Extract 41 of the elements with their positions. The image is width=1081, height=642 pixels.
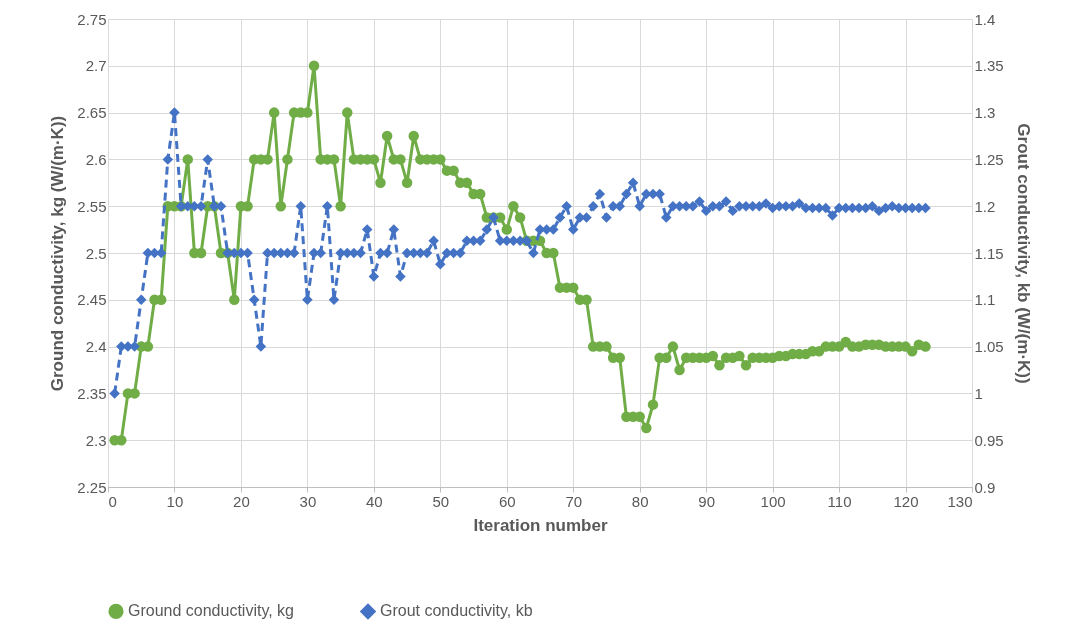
x-tick-label: 50 bbox=[432, 492, 450, 510]
legend-label: Grout conductivity, kb bbox=[380, 602, 533, 620]
y2-tick-label: 1 bbox=[974, 384, 983, 402]
y-tick-label: 2.25 bbox=[77, 478, 107, 496]
y2-tick-label: 1.3 bbox=[974, 104, 996, 122]
y-tick-label: 2.4 bbox=[85, 338, 107, 356]
y2-tick-label: 1.35 bbox=[974, 57, 1004, 75]
y-tick-label: 2.7 bbox=[85, 57, 107, 75]
x-tick-label: 100 bbox=[760, 492, 786, 510]
x-tick-label: 90 bbox=[698, 492, 715, 510]
y2-tick-label: 0.95 bbox=[974, 431, 1004, 449]
x-tick-label: 20 bbox=[233, 492, 250, 510]
x-axis-title: Iteration number bbox=[473, 515, 608, 535]
x-tick-label: 40 bbox=[366, 492, 383, 510]
y2-tick-label: 1.25 bbox=[974, 150, 1004, 168]
y2-axis-title: Grout conductivity, kb (W/(m·K)) bbox=[1013, 123, 1033, 384]
x-tick-label: 30 bbox=[299, 492, 317, 510]
x-tick-label: 0 bbox=[108, 492, 117, 510]
x-tick-label: 120 bbox=[893, 492, 919, 510]
y-tick-label: 2.75 bbox=[77, 10, 107, 28]
y2-tick-label: 1.2 bbox=[974, 197, 996, 215]
y-axis-title: Ground conductivity, kg (W/(m·K)) bbox=[48, 115, 68, 392]
y-tick-label: 2.45 bbox=[77, 291, 107, 309]
x-tick-label: 10 bbox=[166, 492, 184, 510]
x-tick-label: 60 bbox=[498, 492, 516, 510]
y-tick-label: 2.55 bbox=[77, 197, 107, 215]
legend-label: Ground conductivity, kg bbox=[128, 602, 295, 620]
y-tick-label: 2.6 bbox=[85, 150, 107, 168]
y-tick-label: 2.65 bbox=[77, 104, 107, 122]
x-tick-label: 70 bbox=[565, 492, 583, 510]
y-tick-label: 2.35 bbox=[77, 384, 107, 402]
y2-tick-label: 1.15 bbox=[974, 244, 1004, 262]
y2-tick-label: 1.1 bbox=[974, 291, 996, 309]
y2-tick-label: 1.05 bbox=[974, 338, 1004, 356]
y-tick-label: 2.5 bbox=[85, 244, 107, 262]
y-tick-label: 2.3 bbox=[85, 431, 107, 449]
x-tick-label: 110 bbox=[827, 492, 852, 510]
x-tick-label: 80 bbox=[631, 492, 649, 510]
y2-tick-label: 0.9 bbox=[974, 478, 996, 496]
x-tick-label: 130 bbox=[947, 492, 973, 510]
y2-tick-label: 1.4 bbox=[974, 10, 996, 28]
